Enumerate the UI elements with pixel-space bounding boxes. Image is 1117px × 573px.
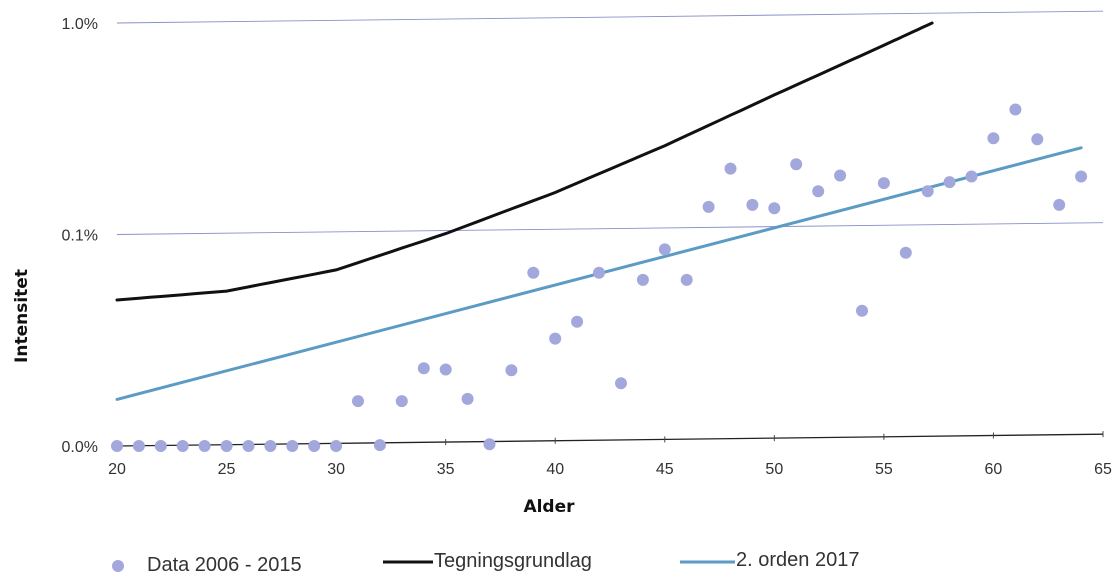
data-point: [636, 273, 649, 286]
legend-label-tegningsgrundlag: Tegningsgrundlag: [434, 550, 592, 572]
data-point: [790, 158, 803, 171]
data-point: [352, 395, 364, 408]
data-point: [395, 395, 408, 408]
y-tick-label: 0.1%: [62, 228, 98, 245]
y-axis-ticks: 0.0% 0.1% 1.0%: [62, 16, 98, 456]
data-point: [768, 202, 781, 215]
data-point: [1053, 198, 1066, 211]
data-point: [680, 273, 693, 286]
data-point: [417, 362, 430, 375]
data-point: [330, 440, 343, 452]
y-axis-title: Intensitet: [12, 269, 32, 363]
data-point: [242, 440, 255, 452]
data-point: [111, 440, 123, 452]
series-points: [111, 103, 1088, 452]
data-point: [308, 440, 321, 452]
data-point: [264, 440, 277, 452]
legend-label-data: Data 2006 - 2015: [147, 554, 302, 573]
gridline: [116, 222, 1104, 235]
y-tick-label: 1.0%: [62, 16, 98, 33]
data-point: [461, 392, 474, 405]
x-tick-label: 40: [546, 461, 564, 478]
x-tick-label: 50: [765, 461, 783, 478]
data-point: [921, 185, 934, 198]
x-tick-label: 55: [875, 461, 893, 478]
data-point: [132, 440, 145, 452]
data-point: [483, 438, 496, 451]
data-point: [198, 440, 211, 452]
data-point: [987, 132, 1000, 145]
data-point: [549, 332, 562, 345]
data-point: [943, 176, 956, 189]
y-tick-label: 0.0%: [62, 439, 98, 456]
gridlines: [116, 10, 1104, 447]
x-tick-label: 25: [218, 461, 236, 478]
data-point: [724, 162, 737, 175]
data-point: [856, 304, 868, 317]
legend: Data 2006 - 2015 Tegningsgrundlag 2. ord…: [112, 549, 859, 573]
x-axis-title: Alder: [523, 497, 575, 517]
data-point: [702, 200, 715, 213]
data-point: [176, 440, 189, 452]
data-point: [899, 246, 912, 259]
legend-label-orden: 2. orden 2017: [736, 549, 859, 571]
x-tick-label: 35: [437, 461, 455, 478]
data-point: [154, 440, 167, 452]
series-line-tegningsgrundlag: [115, 21, 934, 302]
x-tick-label: 30: [327, 461, 345, 478]
data-point: [571, 315, 584, 328]
data-point: [812, 185, 825, 198]
data-point: [1031, 133, 1044, 146]
data-point: [658, 243, 671, 256]
legend-marker-data: [112, 560, 124, 572]
data-point: [877, 177, 890, 190]
data-point: [615, 377, 627, 390]
x-axis-line: [116, 433, 1104, 447]
x-tick-label: 20: [108, 461, 126, 478]
series-lines: [115, 21, 1083, 401]
data-point: [373, 439, 386, 452]
x-tick-label: 60: [985, 461, 1003, 478]
gridline: [116, 10, 1104, 24]
data-point: [593, 266, 605, 279]
data-point: [439, 363, 452, 376]
data-point: [965, 170, 978, 183]
x-axis-ticks: 20 25 30 35 40 45 50 55 60 65: [108, 431, 1112, 478]
data-point: [1009, 103, 1022, 116]
data-point: [286, 440, 299, 452]
x-tick-label: 45: [656, 461, 674, 478]
data-point: [220, 440, 233, 452]
data-point: [505, 364, 518, 377]
data-point: [834, 169, 847, 182]
x-tick-label: 65: [1094, 461, 1112, 478]
data-point: [1075, 170, 1088, 183]
data-point: [746, 198, 759, 211]
data-point: [527, 266, 540, 279]
